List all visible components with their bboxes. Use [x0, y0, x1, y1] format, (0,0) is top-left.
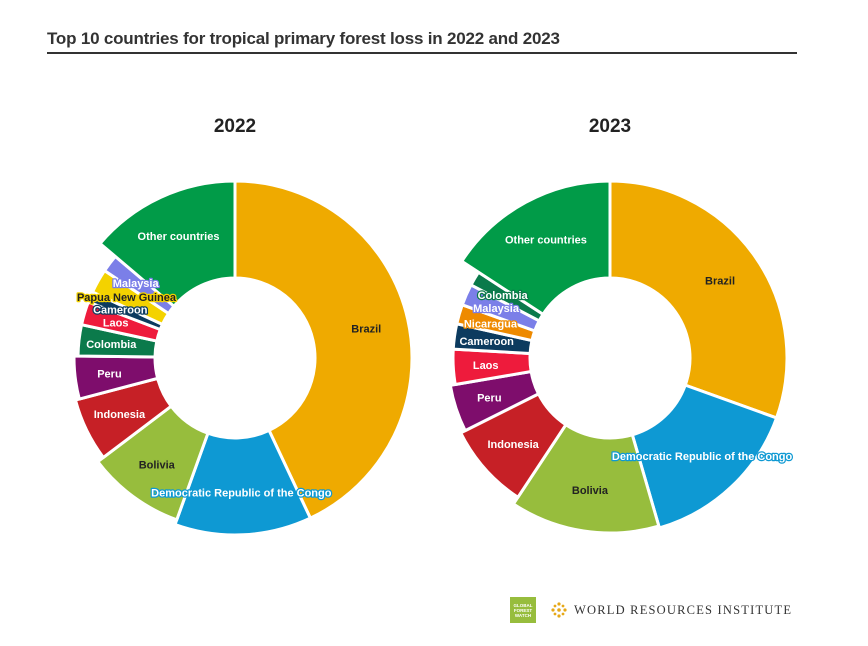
slice-label-peru: Peru — [97, 368, 121, 380]
year-2023-title: 2023 — [589, 116, 631, 137]
slice-label-other-countries: Other countries — [505, 235, 587, 247]
year-2022-title: 2022 — [214, 116, 256, 137]
chart-title: Top 10 countries for tropical primary fo… — [47, 29, 560, 48]
slice-label-cameroon: Cameroon — [93, 305, 148, 317]
footer-logos: GLOBAL FOREST WATCH WORLD RESOURCES INST… — [510, 597, 792, 623]
slice-label-malaysia: Malaysia — [113, 278, 160, 290]
slice-brazil-2022[interactable] — [233, 179, 414, 520]
slice-label-democratic-republic-of-the-congo: Democratic Republic of the Congo — [612, 451, 793, 463]
slice-indonesia-2022[interactable] — [73, 376, 173, 459]
slice-label-cameroon: Cameroon — [459, 336, 514, 348]
slice-label-other-countries: Other countries — [138, 231, 220, 243]
slice-label-malaysia: Malaysia — [473, 303, 520, 315]
wri-logo-icon — [551, 602, 567, 618]
slice-label-brazil: Brazil — [705, 276, 735, 288]
slice-other-countries-2022[interactable] — [98, 179, 237, 308]
slice-label-laos: Laos — [473, 360, 499, 372]
slice-democratic-republic-of-the-congo-2022[interactable] — [173, 428, 312, 537]
global-forest-watch-logo: GLOBAL FOREST WATCH — [510, 597, 536, 623]
slice-bolivia-2022[interactable] — [96, 404, 210, 522]
slice-other-countries-2023[interactable] — [460, 179, 612, 316]
slice-label-democratic-republic-of-the-congo: Democratic Republic of the Congo — [151, 487, 332, 499]
slice-label-nicaragua: Nicaragua — [464, 318, 518, 330]
title-divider — [47, 52, 797, 54]
slice-democratic-republic-of-the-congo-2023[interactable] — [630, 383, 779, 530]
slice-brazil-2023[interactable] — [608, 179, 789, 420]
slice-label-brazil: Brazil — [351, 324, 381, 336]
slice-label-colombia: Colombia — [86, 339, 137, 351]
slice-label-peru: Peru — [477, 393, 501, 405]
slice-label-colombia: Colombia — [478, 290, 529, 302]
wri-wordmark: WORLD RESOURCES INSTITUTE — [574, 602, 793, 617]
slice-label-laos: Laos — [103, 318, 129, 330]
donut-2022: Brazil Democratic Republic of the Congo Bo… — [72, 179, 414, 537]
slice-bolivia-2023[interactable] — [511, 423, 661, 535]
slice-label-bolivia: Bolivia — [572, 485, 609, 497]
slice-label-indonesia: Indonesia — [487, 439, 539, 451]
slice-label-papua-new-guinea: Papua New Guinea — [77, 292, 177, 304]
donut-2023: Brazil Democratic Republic of the Congo Bo… — [448, 179, 794, 535]
slice-label-bolivia: Bolivia — [139, 459, 176, 471]
slice-label-indonesia: Indonesia — [94, 409, 146, 421]
